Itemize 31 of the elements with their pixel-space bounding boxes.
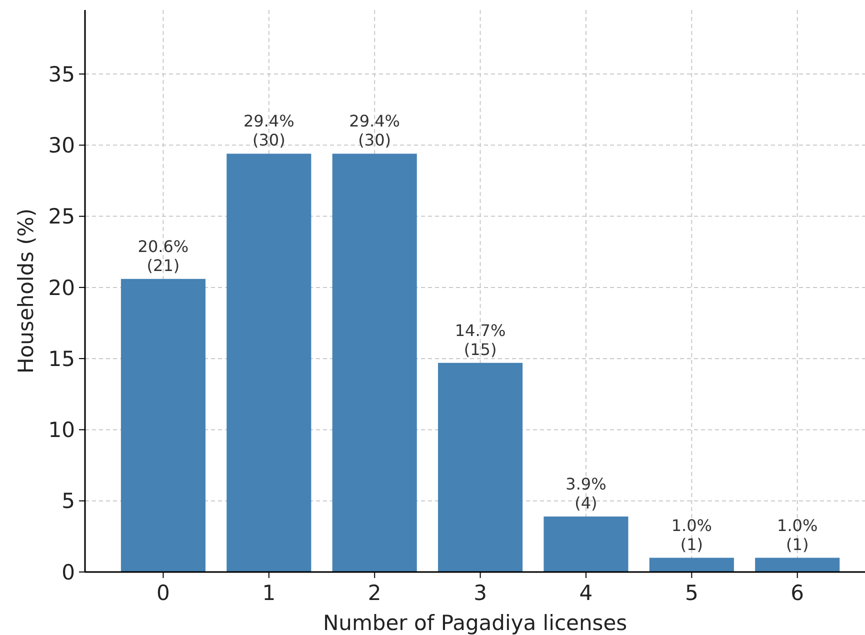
y-tick-label: 10 (48, 418, 75, 442)
data-label: 20.6% (21) (138, 236, 189, 275)
y-tick-label: 30 (48, 134, 75, 158)
bar (544, 516, 628, 572)
y-tick-label: 35 (48, 62, 75, 86)
x-tick-label: 4 (579, 581, 593, 605)
bar (120, 278, 206, 572)
y-tick-label: 0 (62, 560, 75, 584)
data-label: 1.0% (1) (777, 516, 818, 554)
data-label: 3.9% (4) (566, 474, 606, 513)
y-tick-label: 25 (48, 204, 75, 229)
bar (755, 558, 840, 572)
x-tick-label: 2 (368, 581, 382, 605)
bar (438, 362, 523, 572)
y-tick-label: 20 (48, 276, 75, 300)
data-label: 29.4% (30) (349, 112, 400, 150)
x-tick-label: 3 (474, 581, 487, 605)
y-tick-label: 15 (48, 346, 75, 371)
y-tick-label: 5 (62, 489, 75, 514)
x-tick-label: 5 (684, 581, 698, 605)
data-label: 1.0% (1) (671, 516, 712, 554)
x-axis-title: Number of Pagadiya licenses (322, 611, 628, 635)
data-label: 14.7% (15) (454, 320, 506, 359)
bar (226, 154, 312, 572)
x-tick-label: 1 (262, 581, 276, 605)
x-tick-label: 0 (156, 581, 170, 605)
bar (649, 558, 734, 572)
x-tick-label: 6 (790, 581, 804, 605)
data-label: 29.4% (30) (243, 112, 294, 150)
y-axis-title: Households (%) (14, 208, 38, 374)
bar (332, 154, 417, 572)
